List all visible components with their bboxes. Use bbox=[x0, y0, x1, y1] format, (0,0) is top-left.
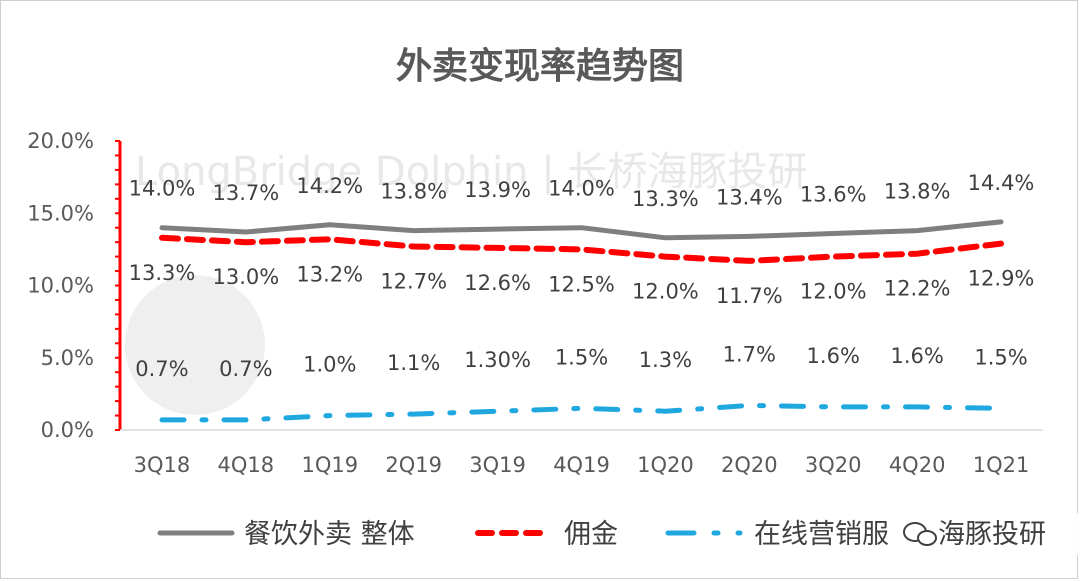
data-label-marketing: 1.6% bbox=[890, 344, 943, 368]
data-label-overall: 13.8% bbox=[380, 180, 447, 204]
x-tick-label: 4Q18 bbox=[218, 453, 275, 477]
data-label-commission: 12.2% bbox=[884, 277, 951, 301]
y-tick-label: 5.0% bbox=[41, 346, 94, 370]
x-tick-label: 2Q20 bbox=[721, 453, 778, 477]
data-label-overall: 13.9% bbox=[464, 178, 531, 202]
data-label-marketing: 0.7% bbox=[219, 357, 272, 381]
x-axis: 3Q18 4Q18 1Q19 2Q19 3Q19 4Q19 1Q20 2Q20 3Q20 4Q20… bbox=[120, 429, 1043, 477]
y-tick-label: 15.0% bbox=[27, 201, 94, 225]
data-label-overall: 13.8% bbox=[884, 180, 951, 204]
data-label-overall: 13.3% bbox=[632, 187, 699, 211]
y-axis: 0.0% 5.0% 10.0% 15.0% 20.0% bbox=[27, 129, 122, 442]
x-tick-label: 1Q21 bbox=[973, 453, 1030, 477]
badge-text: 海豚投研 bbox=[938, 519, 1046, 550]
data-label-commission: 12.7% bbox=[380, 269, 447, 293]
watermark: LongBridge Dolphin | 长桥海豚投研 bbox=[125, 149, 807, 415]
data-label-marketing: 1.30% bbox=[464, 348, 531, 372]
data-label-overall: 13.7% bbox=[213, 181, 280, 205]
x-tick-label: 2Q19 bbox=[385, 453, 442, 477]
data-label-commission: 12.5% bbox=[548, 272, 615, 296]
data-label-commission: 12.9% bbox=[968, 267, 1035, 291]
data-label-commission: 11.7% bbox=[716, 284, 783, 308]
x-tick-label: 4Q20 bbox=[889, 453, 946, 477]
data-label-overall: 13.6% bbox=[800, 182, 867, 206]
series-line-overall bbox=[159, 219, 1004, 241]
data-label-commission: 12.0% bbox=[632, 280, 699, 304]
data-label-marketing: 1.5% bbox=[555, 345, 608, 369]
data-label-marketing: 1.0% bbox=[303, 353, 356, 377]
watermark-text: LongBridge Dolphin | 长桥海豚投研 bbox=[135, 149, 807, 195]
x-tick-label: 3Q20 bbox=[805, 453, 862, 477]
data-label-overall: 14.0% bbox=[129, 177, 196, 201]
legend: 餐饮外卖 整体 佣金 在线营销服 bbox=[157, 519, 889, 550]
data-label-commission: 12.0% bbox=[800, 280, 867, 304]
data-labels: 14.0% 13.7% 14.2% 13.8% 13.9% 14.0% 13.3% 13.4%… bbox=[129, 171, 1035, 381]
data-label-commission: 12.6% bbox=[464, 271, 531, 295]
x-tick-label: 3Q18 bbox=[134, 453, 191, 477]
y-tick-label: 20.0% bbox=[27, 129, 94, 153]
data-label-marketing: 0.7% bbox=[135, 357, 188, 381]
legend-label-commission: 佣金 bbox=[564, 519, 618, 550]
data-label-overall: 13.4% bbox=[716, 185, 783, 209]
y-tick-label: 0.0% bbox=[41, 418, 94, 442]
watermark-logo-circle bbox=[125, 275, 265, 415]
data-label-commission: 13.2% bbox=[296, 262, 363, 286]
x-tick-label: 1Q20 bbox=[637, 453, 694, 477]
data-label-marketing: 1.6% bbox=[807, 344, 860, 368]
data-label-marketing: 1.3% bbox=[639, 348, 692, 372]
y-tick-label: 10.0% bbox=[27, 274, 94, 298]
chart-title: 外卖变现率趋势图 bbox=[396, 45, 684, 87]
series-group bbox=[159, 219, 1004, 423]
x-tick-label: 3Q19 bbox=[469, 453, 526, 477]
data-label-commission: 13.3% bbox=[129, 261, 196, 285]
data-label-commission: 13.0% bbox=[213, 265, 280, 289]
x-tick-label: 4Q19 bbox=[553, 453, 610, 477]
data-label-marketing: 1.1% bbox=[387, 351, 440, 375]
series-line-marketing bbox=[159, 402, 1004, 423]
wechat-icon bbox=[903, 522, 937, 546]
data-label-overall: 14.4% bbox=[968, 171, 1035, 195]
legend-label-overall: 餐饮外卖 整体 bbox=[244, 519, 415, 550]
x-tick-label: 1Q19 bbox=[301, 453, 358, 477]
legend-label-marketing: 在线营销服 bbox=[754, 519, 889, 550]
data-label-overall: 14.0% bbox=[548, 177, 615, 201]
data-label-marketing: 1.7% bbox=[723, 342, 776, 366]
data-label-overall: 14.2% bbox=[296, 174, 363, 198]
badge: 海豚投研 bbox=[898, 513, 1080, 555]
data-label-marketing: 1.5% bbox=[974, 345, 1027, 369]
series-line-commission bbox=[159, 234, 1004, 264]
